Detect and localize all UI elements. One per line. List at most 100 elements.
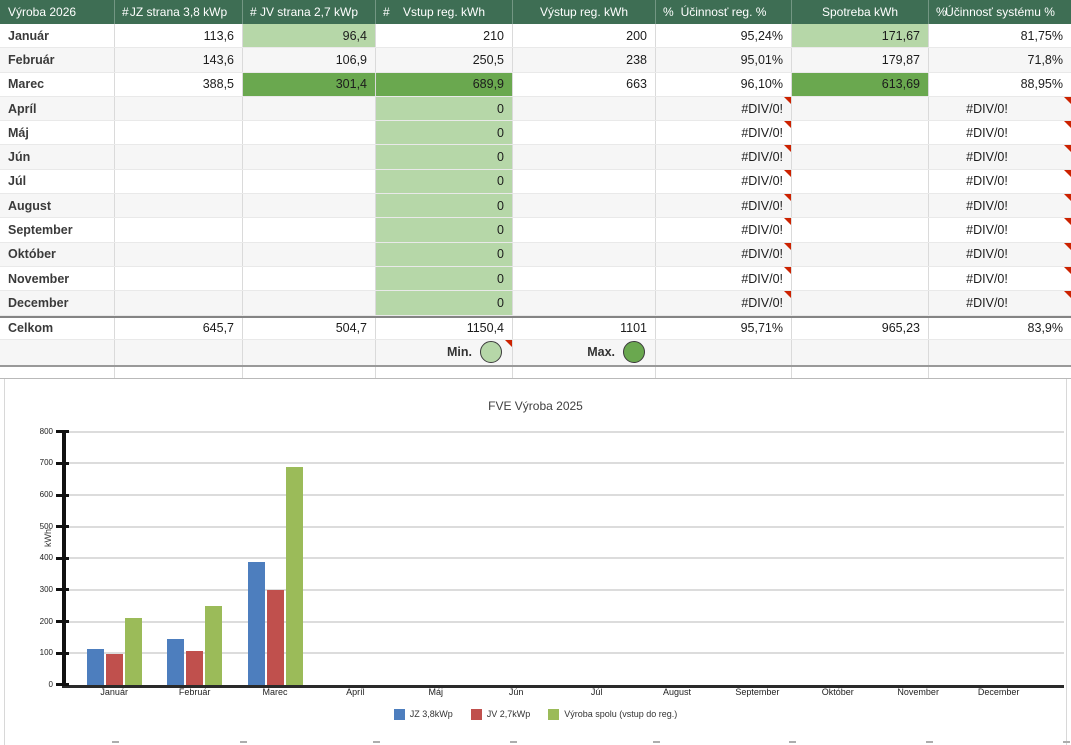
table-cell[interactable]: #DIV/0! bbox=[656, 242, 792, 266]
table-cell[interactable]: 0 bbox=[376, 291, 513, 315]
table-cell[interactable] bbox=[243, 96, 376, 121]
row-header[interactable]: September bbox=[0, 218, 115, 242]
max-indicator-circle[interactable] bbox=[623, 341, 645, 364]
row-header[interactable]: August bbox=[0, 194, 115, 218]
table-cell[interactable]: #DIV/0! bbox=[656, 145, 792, 169]
row-header[interactable]: Máj bbox=[0, 121, 115, 145]
table-cell[interactable] bbox=[115, 169, 243, 194]
table-cell[interactable] bbox=[792, 339, 929, 365]
table-cell[interactable] bbox=[115, 242, 243, 266]
table-cell[interactable]: 663 bbox=[513, 72, 656, 96]
table-cell[interactable] bbox=[115, 121, 243, 145]
table-cell[interactable] bbox=[243, 194, 376, 218]
table-cell[interactable] bbox=[243, 121, 376, 145]
column-header-title[interactable]: Výroba 2026 bbox=[0, 0, 115, 24]
table-cell[interactable]: 301,4 bbox=[243, 72, 376, 96]
table-cell[interactable]: 0 bbox=[376, 218, 513, 242]
table-cell[interactable]: 238 bbox=[513, 48, 656, 72]
row-header[interactable]: Júl bbox=[0, 169, 115, 194]
table-cell[interactable] bbox=[115, 96, 243, 121]
table-cell[interactable]: 95,71% bbox=[656, 317, 792, 339]
table-cell[interactable] bbox=[792, 218, 929, 242]
table-cell[interactable]: #DIV/0! bbox=[929, 121, 1071, 144]
column-header[interactable]: # JZ strana 3,8 kWp bbox=[115, 0, 243, 24]
table-cell[interactable]: 95,24% bbox=[656, 24, 792, 48]
table-cell[interactable]: 171,67 bbox=[792, 24, 929, 48]
table-cell[interactable] bbox=[792, 291, 929, 315]
table-cell[interactable] bbox=[243, 266, 376, 291]
table-cell[interactable] bbox=[792, 266, 929, 291]
column-header[interactable]: # Vstup reg. kWh bbox=[376, 0, 513, 24]
row-header[interactable]: Jún bbox=[0, 145, 115, 169]
table-cell[interactable]: 0 bbox=[376, 145, 513, 169]
row-header[interactable]: November bbox=[0, 266, 115, 291]
max-cell[interactable]: Max. bbox=[513, 339, 656, 365]
table-cell[interactable]: 0 bbox=[376, 242, 513, 266]
table-cell[interactable] bbox=[243, 169, 376, 194]
table-cell[interactable]: 95,01% bbox=[656, 48, 792, 72]
table-cell[interactable]: 0 bbox=[376, 266, 513, 291]
min-cell[interactable]: Min. bbox=[376, 339, 513, 365]
row-header[interactable]: Apríl bbox=[0, 96, 115, 121]
table-cell[interactable]: #DIV/0! bbox=[656, 194, 792, 218]
table-cell[interactable] bbox=[243, 145, 376, 169]
column-header[interactable]: # JV strana 2,7 kWp bbox=[243, 0, 376, 24]
table-cell[interactable] bbox=[513, 194, 656, 218]
table-cell[interactable]: 96,10% bbox=[656, 72, 792, 96]
table-cell[interactable] bbox=[792, 242, 929, 266]
table-cell[interactable]: 250,5 bbox=[376, 48, 513, 72]
table-cell[interactable]: 143,6 bbox=[115, 48, 243, 72]
row-header[interactable]: December bbox=[0, 291, 115, 315]
column-header[interactable]: Výstup reg. kWh bbox=[513, 0, 656, 24]
table-cell[interactable]: 645,7 bbox=[115, 317, 243, 339]
chart-area[interactable]: FVE Výroba 2025 kWh JZ 3,8kWp JV 2,7kWp Vý… bbox=[4, 378, 1070, 745]
table-cell[interactable]: #DIV/0! bbox=[656, 96, 792, 121]
table-cell[interactable]: 388,5 bbox=[115, 72, 243, 96]
table-cell[interactable]: #DIV/0! bbox=[929, 194, 1071, 217]
table-cell[interactable] bbox=[243, 339, 376, 365]
table-cell[interactable]: 83,9% bbox=[929, 318, 1071, 339]
table-cell[interactable] bbox=[513, 169, 656, 194]
table-cell[interactable] bbox=[513, 266, 656, 291]
column-header[interactable]: % Účinnosť reg. % bbox=[656, 0, 792, 24]
table-cell[interactable]: 965,23 bbox=[792, 317, 929, 339]
table-cell[interactable]: #DIV/0! bbox=[656, 121, 792, 145]
table-cell[interactable]: #DIV/0! bbox=[929, 291, 1071, 314]
table-cell[interactable] bbox=[513, 145, 656, 169]
table-cell[interactable] bbox=[792, 145, 929, 169]
table-cell[interactable]: 613,69 bbox=[792, 72, 929, 96]
table-cell[interactable]: 106,9 bbox=[243, 48, 376, 72]
table-cell[interactable] bbox=[792, 121, 929, 145]
table-cell[interactable]: 71,8% bbox=[929, 48, 1071, 71]
table-cell[interactable]: 113,6 bbox=[115, 24, 243, 48]
table-cell[interactable]: 504,7 bbox=[243, 317, 376, 339]
table-cell[interactable] bbox=[115, 291, 243, 315]
table-cell[interactable]: #DIV/0! bbox=[929, 169, 1071, 193]
row-header[interactable]: Január bbox=[0, 24, 115, 48]
table-cell[interactable]: 210 bbox=[376, 24, 513, 48]
table-cell[interactable] bbox=[792, 169, 929, 194]
row-header[interactable]: Február bbox=[0, 48, 115, 72]
table-cell[interactable]: 0 bbox=[376, 121, 513, 145]
table-cell[interactable]: 96,4 bbox=[243, 24, 376, 48]
table-cell[interactable]: #DIV/0! bbox=[929, 218, 1071, 241]
table-cell[interactable]: 179,87 bbox=[792, 48, 929, 72]
table-cell[interactable]: 0 bbox=[376, 96, 513, 121]
table-cell[interactable] bbox=[243, 242, 376, 266]
column-header[interactable]: Spotreba kWh bbox=[792, 0, 929, 24]
table-cell[interactable]: 1101 bbox=[513, 317, 656, 339]
table-cell[interactable] bbox=[656, 339, 792, 365]
row-header[interactable]: Celkom bbox=[0, 317, 115, 339]
table-cell[interactable] bbox=[115, 266, 243, 291]
table-cell[interactable] bbox=[792, 96, 929, 121]
table-cell[interactable] bbox=[0, 339, 115, 365]
row-header[interactable]: Október bbox=[0, 242, 115, 266]
table-cell[interactable]: #DIV/0! bbox=[929, 266, 1071, 290]
table-cell[interactable]: #DIV/0! bbox=[656, 266, 792, 291]
table-cell[interactable] bbox=[243, 218, 376, 242]
table-cell[interactable] bbox=[929, 340, 1071, 365]
table-cell[interactable] bbox=[243, 291, 376, 315]
table-cell[interactable]: #DIV/0! bbox=[929, 145, 1071, 168]
table-cell[interactable]: #DIV/0! bbox=[929, 242, 1071, 266]
table-cell[interactable] bbox=[513, 218, 656, 242]
